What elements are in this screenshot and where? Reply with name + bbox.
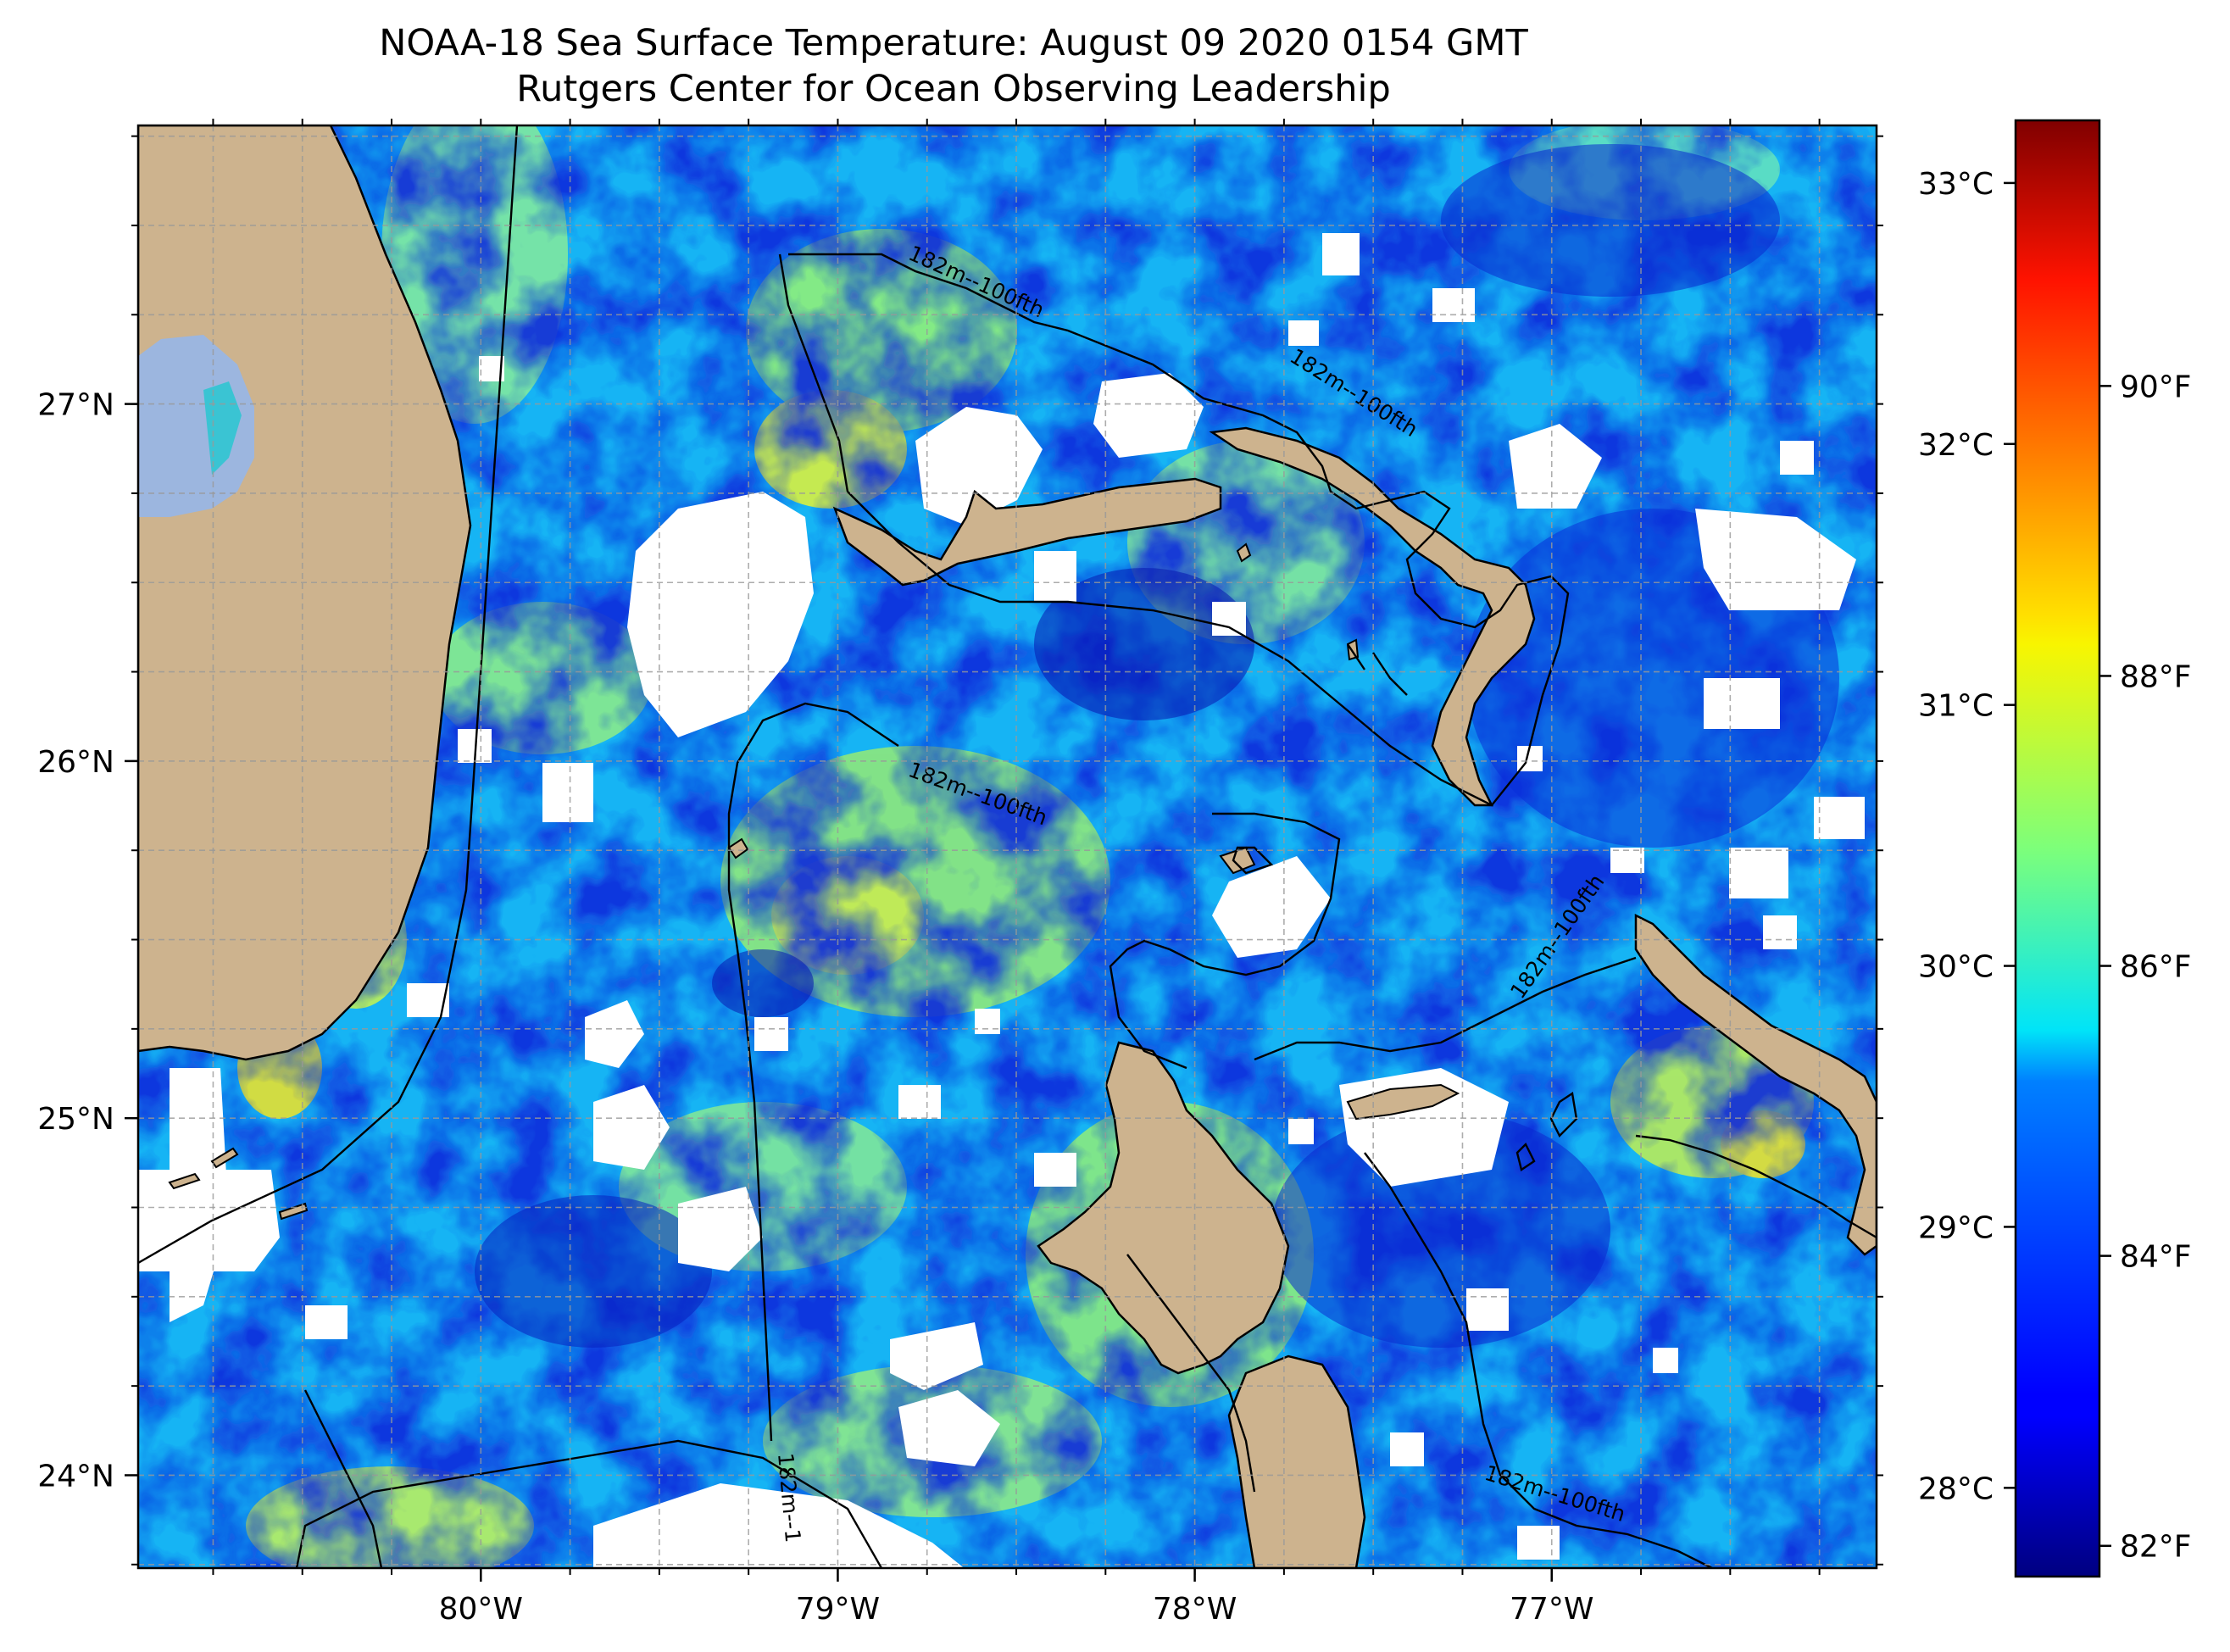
celsius-label: 32°C <box>1918 428 1994 463</box>
cloud-mask <box>138 233 1865 1568</box>
fahrenheit-label: 86°F <box>2120 950 2192 985</box>
colorbar-frame <box>2014 119 2101 1578</box>
map-axis-ticks <box>125 119 1883 1582</box>
celsius-label: 31°C <box>1918 689 1994 724</box>
latitude-label: 27°N <box>37 388 114 423</box>
fahrenheit-label: 88°F <box>2120 659 2192 694</box>
latitude-label: 24°N <box>37 1459 114 1493</box>
colorbar <box>2016 120 2099 1577</box>
celsius-label: 29°C <box>1918 1210 1994 1245</box>
celsius-label: 33°C <box>1918 167 1994 202</box>
longitude-label: 78°W <box>1153 1592 1237 1627</box>
longitude-label: 77°W <box>1510 1592 1593 1627</box>
lake-okeechobee <box>138 335 254 517</box>
depth-contours <box>138 125 1877 1568</box>
map-subtitle: Rutgers Center for Ocean Observing Leade… <box>516 68 1391 110</box>
fahrenheit-label: 84°F <box>2120 1240 2192 1275</box>
celsius-label: 30°C <box>1918 950 1994 985</box>
florida-land <box>138 125 472 1061</box>
colorbar-fahrenheit-ticks: 82°F 84°F 86°F 88°F 90°F <box>2099 370 2192 1565</box>
florida-keys <box>168 1147 309 1221</box>
colorbar-celsius-ticks: 28°C 29°C 30°C 31°C 32°C 33°C <box>1918 167 2016 1506</box>
longitude-label: 80°W <box>439 1592 523 1627</box>
longitude-label: 79°W <box>796 1592 880 1627</box>
fahrenheit-label: 90°F <box>2120 370 2192 404</box>
fahrenheit-label: 82°F <box>2120 1530 2192 1565</box>
map-title: NOAA-18 Sea Surface Temperature: August … <box>379 22 1528 64</box>
andros-land <box>1037 1041 1366 1568</box>
map-frame <box>136 124 1878 1570</box>
gridlines <box>138 125 1877 1568</box>
celsius-label: 28°C <box>1918 1471 1994 1506</box>
map-axis-labels: 80°W 79°W 78°W 77°W 24°N 25°N 26°N 27°N <box>37 388 1593 1627</box>
latitude-label: 25°N <box>37 1102 114 1137</box>
latitude-label: 26°N <box>37 745 114 780</box>
sst-map: 182m--100fth 182m--100fth 182m--100fth 1… <box>138 125 1877 1568</box>
